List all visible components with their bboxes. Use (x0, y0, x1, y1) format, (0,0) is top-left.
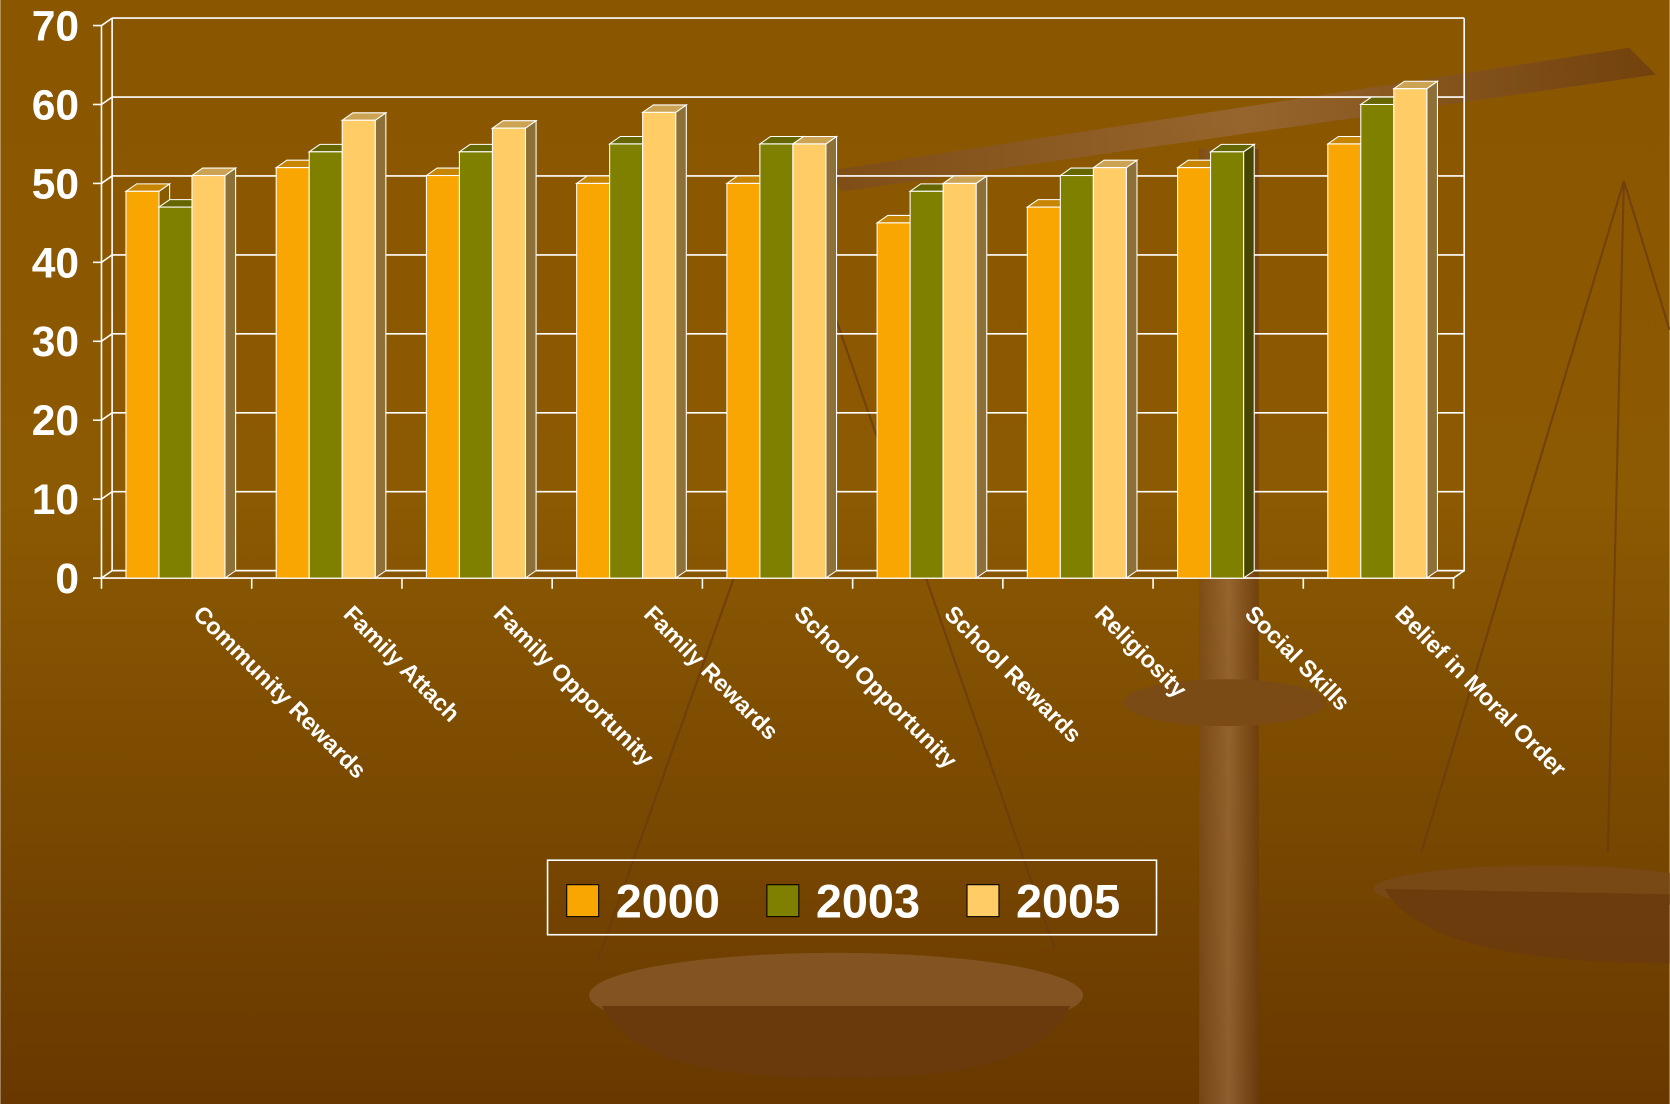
y-tick-label: 30 (32, 318, 79, 366)
grid-line-side (101, 333, 113, 342)
y-tick-label: 70 (32, 2, 79, 50)
bar-front (642, 111, 677, 579)
grid-line-side (101, 96, 113, 106)
y-tick-label: 10 (32, 476, 79, 524)
bar-front (341, 119, 376, 579)
bar (490, 119, 538, 580)
bar-front (792, 143, 827, 579)
grid-line-side (101, 569, 113, 579)
bar-front (1360, 103, 1395, 579)
bar (941, 174, 989, 580)
bar-front (942, 182, 977, 579)
y-tick-label: 20 (32, 397, 79, 445)
bar-front (576, 182, 611, 579)
bar-front (759, 143, 794, 579)
grid-line-side (101, 175, 113, 185)
bar-front (491, 127, 526, 579)
legend-swatch (966, 884, 1000, 918)
bar (340, 111, 388, 580)
bar-front (1210, 151, 1245, 579)
bar-front (191, 174, 226, 579)
grid-line-side (101, 254, 113, 264)
bar (791, 135, 839, 580)
bar-front (1177, 167, 1212, 579)
bar-front (125, 190, 160, 579)
bar-side (224, 167, 237, 580)
bar-side (374, 111, 387, 580)
y-tick-label: 50 (32, 160, 79, 208)
bar-side (1125, 159, 1138, 580)
legend-label: 2000 (616, 876, 720, 928)
bar-side (1243, 143, 1255, 580)
bar (1091, 159, 1139, 580)
bar-front (275, 167, 310, 579)
grid-line-side (101, 491, 113, 500)
grid-line-side (101, 412, 113, 421)
y-tick-label: 40 (32, 239, 79, 287)
bar-front (1327, 143, 1362, 579)
bar-side (1426, 80, 1438, 580)
bar-side (675, 103, 687, 580)
bar (190, 167, 238, 580)
bar-front (1059, 174, 1094, 579)
y-tick-label: 0 (55, 555, 79, 603)
bar-front (425, 174, 460, 579)
bar-front (726, 182, 761, 579)
legend-swatch (766, 884, 800, 918)
legend-box (546, 859, 1158, 936)
bar-side (825, 135, 838, 580)
x-axis-depth (1453, 569, 1465, 579)
bar-front (158, 206, 193, 579)
y-tick-label: 60 (32, 81, 79, 129)
legend-label: 2005 (1016, 876, 1120, 928)
bar-side (975, 174, 988, 580)
grid-line-side (101, 17, 113, 27)
bar-front (909, 190, 944, 579)
bar-front (1092, 167, 1127, 579)
bar (640, 103, 688, 580)
bar (1392, 80, 1440, 580)
bar (1208, 143, 1256, 580)
bar-front (1393, 88, 1428, 579)
bar-front (308, 151, 343, 579)
legend-swatch (566, 884, 600, 918)
bar-front (876, 222, 911, 579)
bar-front (1026, 206, 1061, 579)
bar-side (524, 119, 537, 580)
legend-label: 2003 (816, 876, 920, 928)
bar-front (458, 151, 493, 579)
bar-front (609, 143, 644, 579)
